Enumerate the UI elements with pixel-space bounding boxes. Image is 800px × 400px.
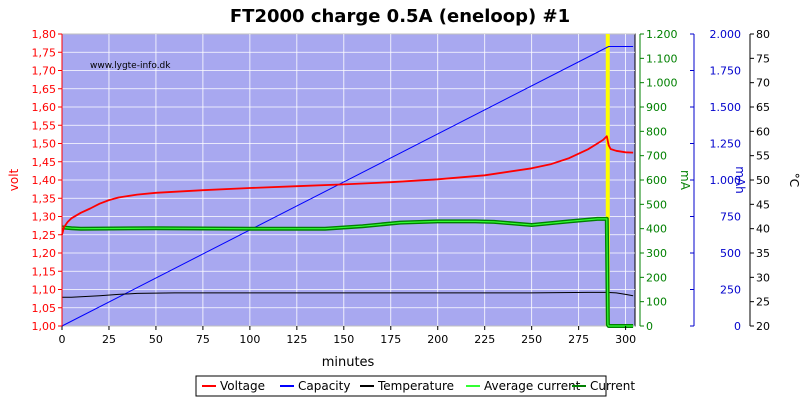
temperature-tick-label: 60	[756, 125, 770, 138]
chart-title: FT2000 charge 0.5A (eneloop) #1	[230, 6, 570, 27]
x-tick-label: 225	[474, 333, 495, 346]
volt-tick-label: 1,20	[32, 247, 57, 260]
series-layer	[61, 46, 634, 328]
temperature-axis: 20 25 30 35 40 45 50 55 60 65 70 75 80 °C	[749, 28, 800, 333]
yellow-marker-band	[605, 34, 610, 326]
mah-tick-label: 1.250	[710, 138, 742, 151]
x-tick-label: 200	[427, 333, 448, 346]
x-tick-label: 175	[380, 333, 401, 346]
x-axis-title: minutes	[322, 355, 375, 370]
ma-tick-label: 400	[646, 223, 667, 236]
x-tick-label: 0	[59, 333, 66, 346]
mah-axis-title: mAh	[733, 166, 747, 194]
ma-tick-label: 600	[646, 174, 667, 187]
volt-tick-label: 1,55	[32, 119, 57, 132]
temperature-tick-label: 80	[756, 28, 770, 41]
volt-tick-label: 1,45	[32, 156, 57, 169]
watermark: www.lygte-info.dk	[90, 61, 171, 71]
legend-label: Temperature	[377, 379, 454, 393]
legend: Voltage Capacity Temperature Average curren…	[195, 375, 635, 397]
x-tick-label: 150	[333, 333, 354, 346]
volt-tick-label: 1,35	[32, 192, 57, 205]
mah-tick-label: 500	[720, 247, 741, 260]
mah-axis: 0 250 500 750 1.000 1.250 1.500 1.750 2.000 mAh	[690, 28, 747, 333]
ma-tick-label: 500	[646, 198, 667, 211]
volt-tick-label: 1,10	[32, 284, 57, 297]
mah-tick-label: 750	[720, 211, 741, 224]
series-average-current-line	[61, 218, 634, 327]
legend-label: Average current	[484, 379, 581, 393]
ma-axis: 0 100 200 300 400 500 600 700 800 900 1.000 1.100 1.…	[639, 28, 692, 333]
series-capacity-line	[61, 46, 634, 327]
temperature-axis-title: °C	[787, 173, 800, 187]
temperature-tick-label: 45	[756, 198, 770, 211]
x-tick-label: 275	[568, 333, 589, 346]
volt-tick-label: 1,70	[32, 65, 57, 78]
temperature-tick-label: 70	[756, 77, 770, 90]
temperature-tick-label: 55	[756, 150, 770, 163]
x-tick-label: 300	[615, 333, 636, 346]
volt-tick-label: 1,30	[32, 211, 57, 224]
series-temperature-line	[62, 291, 634, 298]
volt-tick-label: 1,75	[32, 46, 57, 59]
mah-tick-label: 2.000	[710, 28, 742, 41]
ma-tick-label: 1.100	[646, 52, 678, 65]
x-tick-label: 50	[149, 333, 163, 346]
ma-tick-label: 0	[646, 320, 653, 333]
volt-tick-label: 1,60	[32, 101, 57, 114]
ma-tick-label: 1.200	[646, 28, 678, 41]
x-tick-label: 25	[102, 333, 116, 346]
series-voltage-line	[61, 135, 634, 236]
volt-tick-label: 1,40	[32, 174, 57, 187]
mah-tick-label: 0	[734, 320, 741, 333]
volt-tick-label: 1,25	[32, 229, 57, 242]
x-tick-label: 125	[286, 333, 307, 346]
legend-label: Capacity	[298, 379, 350, 393]
volt-tick-label: 1,65	[32, 83, 57, 96]
temperature-tick-label: 20	[756, 320, 770, 333]
temperature-tick-label: 25	[756, 296, 770, 309]
mah-tick-label: 1.500	[710, 101, 742, 114]
x-tick-label: 100	[239, 333, 260, 346]
volt-tick-label: 1,50	[32, 138, 57, 151]
ma-tick-label: 800	[646, 125, 667, 138]
mah-tick-label: 1.750	[710, 65, 742, 78]
volt-tick-label: 1,05	[32, 302, 57, 315]
temperature-tick-label: 40	[756, 223, 770, 236]
ma-tick-label: 900	[646, 101, 667, 114]
x-axis-ticks: 0 25 50 75 100 125 150 175 200 225 250 275 300	[59, 326, 636, 346]
legend-label: Current	[590, 379, 635, 393]
ma-tick-label: 200	[646, 271, 667, 284]
ma-tick-label: 300	[646, 247, 667, 260]
temperature-tick-label: 65	[756, 101, 770, 114]
volt-axis-title: volt	[7, 168, 21, 191]
volt-tick-label: 1,00	[32, 320, 57, 333]
yellow-band	[605, 34, 610, 326]
mah-tick-label: 1.000	[710, 174, 742, 187]
ma-tick-label: 700	[646, 150, 667, 163]
mah-tick-label: 250	[720, 284, 741, 297]
volt-tick-label: 1,80	[32, 28, 57, 41]
ma-axis-title: mA	[678, 170, 692, 191]
volt-axis: 1,00 1,05 1,10 1,15 1,20 1,25 1,30 1,35 1,40 1,45…	[7, 28, 63, 333]
temperature-tick-label: 35	[756, 247, 770, 260]
x-tick-label: 250	[521, 333, 542, 346]
x-tick-label: 75	[196, 333, 210, 346]
ma-tick-label: 1.000	[646, 77, 678, 90]
temperature-tick-label: 75	[756, 52, 770, 65]
ma-tick-label: 100	[646, 296, 667, 309]
volt-tick-label: 1,15	[32, 265, 57, 278]
temperature-tick-label: 50	[756, 174, 770, 187]
temperature-tick-label: 30	[756, 271, 770, 284]
legend-box	[195, 375, 607, 397]
legend-label: Voltage	[220, 379, 265, 393]
